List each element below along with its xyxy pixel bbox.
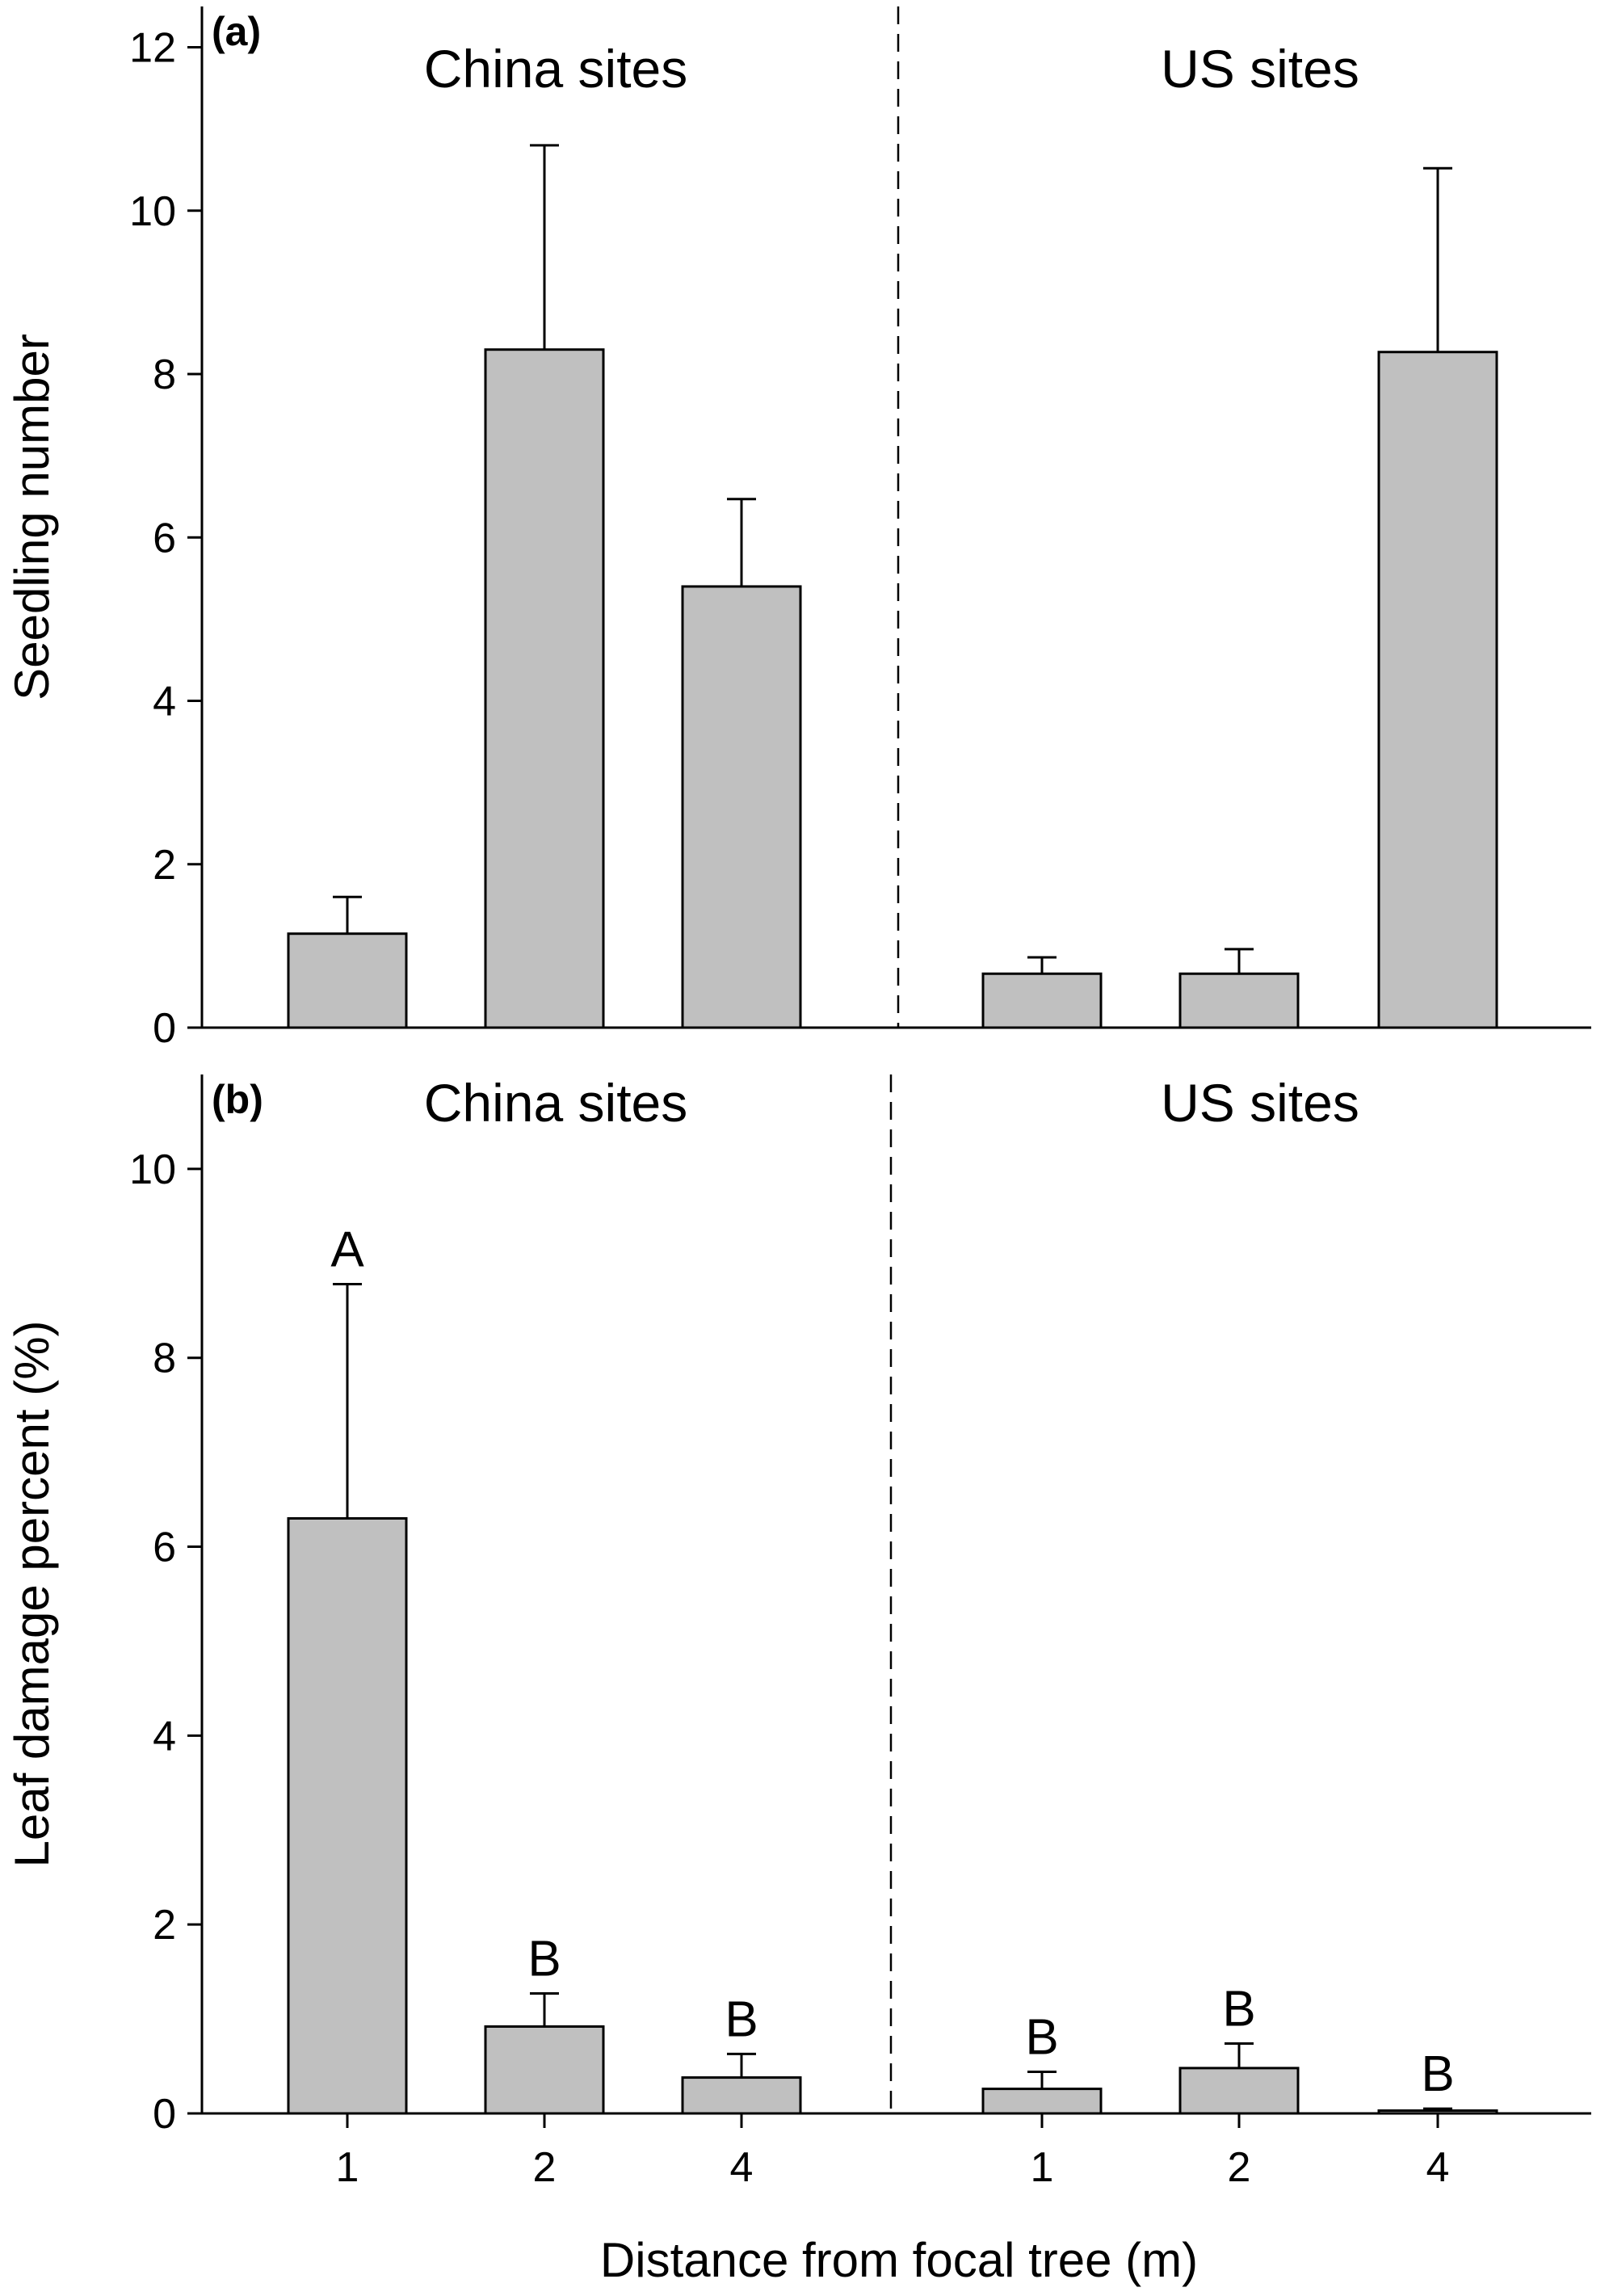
bar-us-4m (1377, 2109, 1498, 2115)
x-tick-label-us-2m: 2 (1228, 2144, 1251, 2191)
group-label-china: China sites (424, 39, 688, 99)
significance-letter-china-2m: B (527, 1932, 561, 1987)
bar-china-4m (681, 585, 802, 1029)
y-tick-label-8: 8 (153, 1335, 176, 1382)
y-tick-label-4: 4 (153, 1713, 176, 1760)
panel-label: (b) (212, 1077, 263, 1122)
panel-a-seedling-number: 0 2 4 6 8 10 12 Seedling number (a) China sites US… (5, 6, 1591, 1052)
y-tick-label-4: 4 (153, 679, 176, 725)
y-tick-label-8: 8 (153, 351, 176, 398)
y-tick-label-10: 10 (129, 1146, 176, 1193)
x-axis-label: Distance from focal tree (m) (600, 2233, 1198, 2287)
significance-letter-china-4m: B (725, 1991, 758, 2047)
y-tick-label-6: 6 (153, 1524, 176, 1571)
bar-china-1m (287, 932, 408, 1029)
bar-us-2m (1178, 972, 1300, 1029)
significance-letter-us-4m: B (1421, 2046, 1454, 2102)
y-tick-label-2: 2 (153, 1902, 176, 1949)
y-axis-label: Leaf damage percent (%) (5, 1320, 59, 1867)
bar-china-1m (287, 1516, 408, 2115)
significance-letter-us-1m: B (1025, 2010, 1058, 2066)
bar-us-4m (1377, 351, 1498, 1029)
bar-china-2m (484, 348, 605, 1029)
group-label-us: US sites (1161, 39, 1359, 99)
significance-letter-us-2m: B (1222, 1981, 1255, 2037)
x-tick-label-us-4m: 4 (1426, 2144, 1450, 2191)
bar-us-1m (981, 2088, 1103, 2115)
bar-us-1m (981, 972, 1103, 1029)
bar-us-2m (1178, 2067, 1300, 2115)
panel-label: (a) (212, 9, 261, 54)
y-axis-label: Seedling number (5, 334, 59, 700)
y-tick-label-10: 10 (129, 188, 176, 235)
bar-china-4m (681, 2076, 802, 2115)
y-tick-label-2: 2 (153, 842, 176, 889)
group-label-us: US sites (1161, 1073, 1359, 1133)
group-label-china: China sites (424, 1073, 688, 1133)
y-tick-label-0: 0 (153, 2091, 176, 2138)
x-tick-label-china-4m: 4 (730, 2144, 754, 2191)
y-tick-label-0: 0 (153, 1005, 176, 1052)
y-tick-label-12: 12 (129, 25, 176, 72)
significance-letter-china-1m: A (330, 1222, 364, 1278)
bar-china-2m (484, 2025, 605, 2115)
x-tick-label-china-1m: 1 (336, 2144, 359, 2191)
y-tick-label-6: 6 (153, 515, 176, 561)
panel-b-leaf-damage: 0 2 4 6 8 10 Leaf damage percent (%) (b) China s… (5, 1073, 1591, 2191)
x-tick-label-us-1m: 1 (1031, 2144, 1054, 2191)
x-tick-label-china-2m: 2 (533, 2144, 557, 2191)
